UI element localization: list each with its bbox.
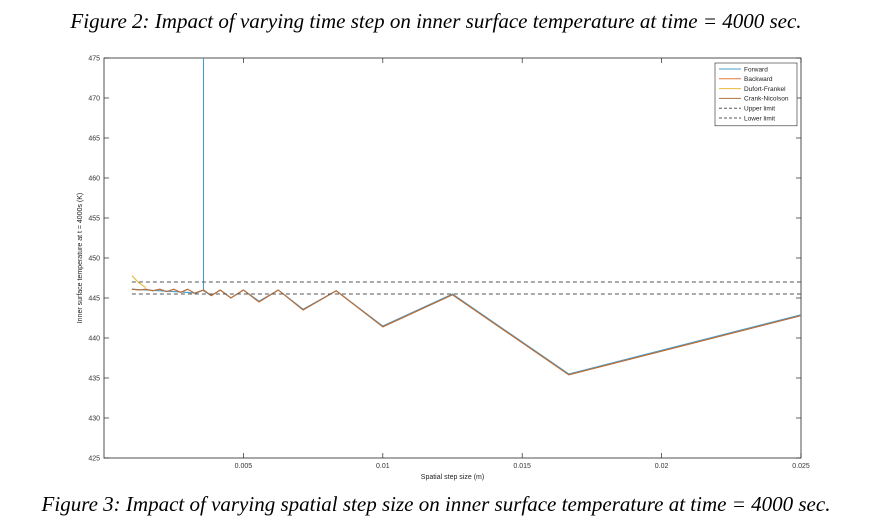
x-tick-label: 0.02 [655,463,669,470]
plot-series [131,58,802,376]
y-tick-label: 430 [88,416,100,423]
y-tick-label: 450 [88,256,100,263]
x-tick-label: 0.015 [513,463,531,470]
y-tick-label: 460 [88,176,100,183]
legend-entry: Lower limit [744,115,775,122]
x-axis-label: Spatial step size (m) [421,474,484,481]
x-tick-label: 0.01 [376,463,390,470]
y-axis-label: Inner surface temperature at t = 4000s (… [77,193,84,324]
legend: Forward Backward Dufort-Frankel Crank-Nicol… [714,62,798,127]
y-tick-label: 440 [88,336,100,343]
legend-entry: Backward [744,76,773,83]
series-line-backward [131,288,802,376]
y-tick-label: 475 [88,56,100,63]
y-tick-label: 465 [88,136,100,143]
y-tick-label: 470 [88,96,100,103]
figure-3-caption: Figure 3: Impact of varying spatial step… [41,492,831,516]
legend-entry: Dufort-Frankel [744,86,786,93]
y-tick-label: 425 [88,456,100,463]
legend-entry: Forward [744,66,768,73]
series-line-crank-nicolson [131,288,802,376]
x-tick-label: 0.005 [235,463,253,470]
plot-axes: 425 430 435 440 445 450 455 460 465 470 475 0.005 0.… [88,56,810,471]
legend-box [714,62,798,127]
legend-entry: Upper limit [744,106,775,113]
y-tick-label: 445 [88,296,100,303]
plot-frame [103,57,802,459]
legend-entry: Crank-Nicolson [744,96,789,103]
x-tick-label: 0.025 [792,463,810,470]
figure-2-caption: Figure 2: Impact of varying time step on… [70,9,802,33]
series-line-dufort-frankel [131,275,147,289]
series-line-forward [131,58,802,375]
y-tick-label: 455 [88,216,100,223]
y-tick-label: 435 [88,376,100,383]
